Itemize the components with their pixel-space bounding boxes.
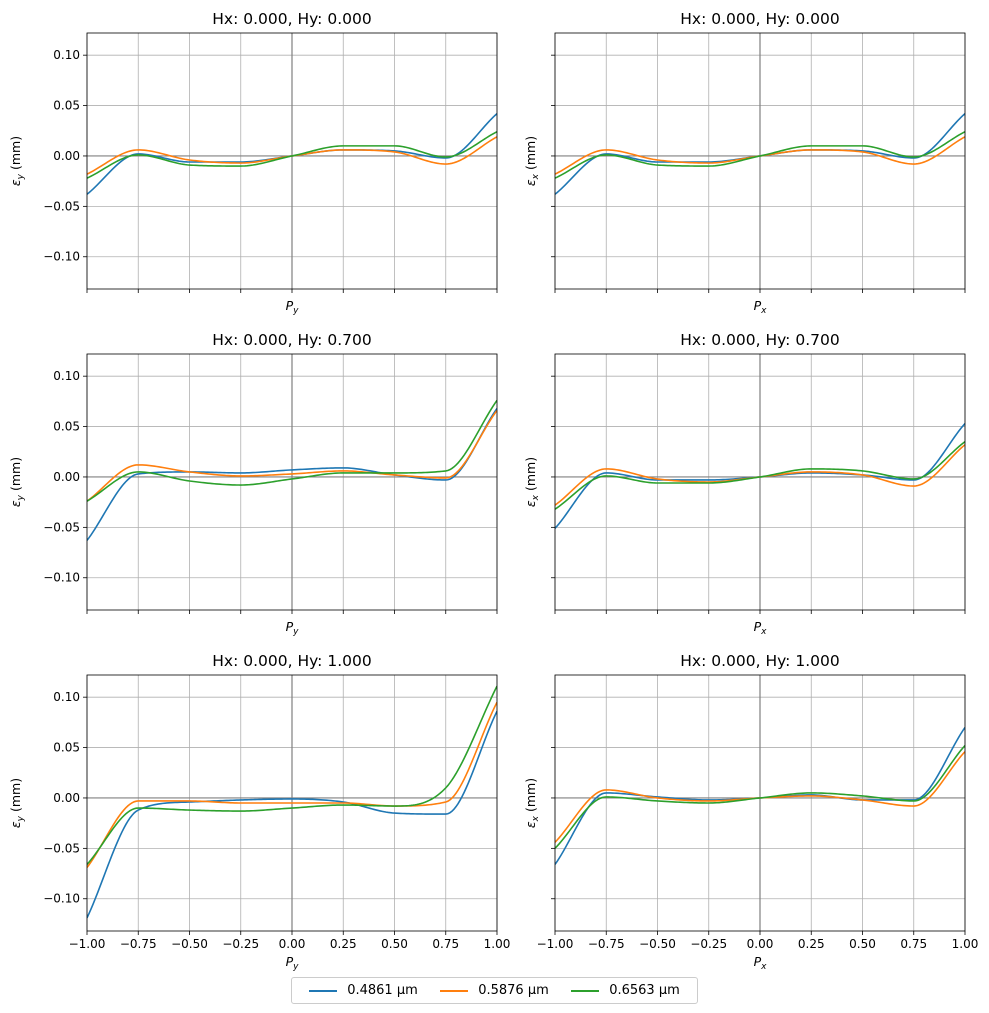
x-tick-label: −0.25 <box>222 937 259 951</box>
series-group <box>87 113 497 195</box>
legend-swatch-0 <box>309 989 338 992</box>
series-line-2 <box>555 441 965 510</box>
subplot-5: −1.00 −0.75 −0.50 −0.25 0.00 0.25 0.50 0.75 1.00… <box>523 652 978 972</box>
subplot-2: −0.10 −0.05 0.00 0.05 0.10 Hx: 0.000, Hy: 0.7… <box>8 331 498 637</box>
y-tick-label: 0.05 <box>53 741 80 755</box>
series-group <box>555 726 965 865</box>
series-line-2 <box>87 131 497 179</box>
y-tick-label: −0.10 <box>43 571 80 585</box>
x-tick-label: −1.00 <box>537 937 574 951</box>
subplot-title: Hx: 0.000, Hy: 1.000 <box>680 652 839 670</box>
subplot-title: Hx: 0.000, Hy: 0.700 <box>212 331 371 349</box>
legend-item: 0.6563 µm <box>571 983 680 998</box>
x-axis-label: Py <box>286 298 300 316</box>
y-axis-label: εx (mm) <box>523 136 541 186</box>
y-axis-label: εy (mm) <box>8 136 26 186</box>
y-tick-label: 0.05 <box>53 99 80 113</box>
y-tick-label: −0.05 <box>43 520 80 534</box>
series-line-2 <box>555 745 965 849</box>
subplot-title: Hx: 0.000, Hy: 0.700 <box>680 331 839 349</box>
series-line-2 <box>555 131 965 179</box>
subplot-0: −0.10 −0.05 0.00 0.05 0.10 Hx: 0.000, Hy: 0.0… <box>8 10 498 316</box>
x-axis-label: Px <box>754 954 768 972</box>
y-tick-label: −0.05 <box>43 199 80 213</box>
x-tick-label: −1.00 <box>69 937 106 951</box>
series-line-0 <box>87 710 497 919</box>
x-tick-label: −0.25 <box>690 937 727 951</box>
y-tick-label: 0.00 <box>53 791 80 805</box>
legend-item: 0.4861 µm <box>309 983 418 998</box>
x-tick-label: 0.75 <box>900 937 927 951</box>
x-tick-label: 0.25 <box>330 937 357 951</box>
y-tick-label: −0.10 <box>43 250 80 264</box>
legend-swatch-1 <box>440 989 469 992</box>
series-group <box>555 113 965 195</box>
y-axis-label: εx (mm) <box>523 457 541 507</box>
legend-label-2: 0.6563 µm <box>609 983 680 998</box>
x-tick-label: 0.75 <box>432 937 459 951</box>
legend-label-1: 0.5876 µm <box>478 983 549 998</box>
subplot-title: Hx: 0.000, Hy: 0.000 <box>212 10 371 28</box>
x-tick-label: 0.50 <box>381 937 408 951</box>
series-line-0 <box>87 407 497 541</box>
y-tick-label: 0.10 <box>53 690 80 704</box>
series-line-2 <box>87 399 497 502</box>
x-tick-label: 0.25 <box>798 937 825 951</box>
subplot-4: −1.00 −0.75 −0.50 −0.25 0.00 0.25 0.50 0.75 1.00… <box>8 652 510 972</box>
x-tick-label: 0.50 <box>849 937 876 951</box>
y-axis-label: εy (mm) <box>8 778 26 828</box>
legend-item: 0.5876 µm <box>440 983 549 998</box>
x-axis-label: Px <box>754 619 768 637</box>
subplot-title: Hx: 0.000, Hy: 1.000 <box>212 652 371 670</box>
series-line-2 <box>87 685 497 866</box>
series-group <box>87 685 497 919</box>
x-tick-label: 1.00 <box>484 937 511 951</box>
x-tick-label: 0.00 <box>279 937 306 951</box>
series-line-1 <box>87 701 497 868</box>
y-tick-label: 0.05 <box>53 420 80 434</box>
y-axis-label: εy (mm) <box>8 457 26 507</box>
legend-swatch-2 <box>571 989 600 992</box>
x-axis-label: Px <box>754 298 768 316</box>
y-axis-label: εx (mm) <box>523 778 541 828</box>
y-tick-label: 0.00 <box>53 149 80 163</box>
y-tick-label: 0.10 <box>53 48 80 62</box>
legend: 0.4861 µm 0.5876 µm 0.6563 µm <box>291 977 698 1004</box>
series-group <box>87 399 497 541</box>
y-tick-label: −0.05 <box>43 841 80 855</box>
subplot-3: Hx: 0.000, Hy: 0.700 Px εx (mm) <box>523 331 966 637</box>
x-tick-label: −0.50 <box>639 937 676 951</box>
y-tick-label: 0.10 <box>53 369 80 383</box>
legend-label-0: 0.4861 µm <box>347 983 418 998</box>
subplot-1: Hx: 0.000, Hy: 0.000 Px εx (mm) <box>523 10 966 316</box>
y-tick-label: 0.00 <box>53 470 80 484</box>
subplot-title: Hx: 0.000, Hy: 0.000 <box>680 10 839 28</box>
x-axis-label: Py <box>286 954 300 972</box>
series-line-1 <box>87 409 497 502</box>
x-tick-label: −0.75 <box>120 937 157 951</box>
x-tick-label: −0.75 <box>588 937 625 951</box>
series-group <box>555 423 965 529</box>
x-axis-label: Py <box>286 619 300 637</box>
x-tick-label: 1.00 <box>952 937 979 951</box>
x-tick-label: 0.00 <box>747 937 774 951</box>
y-tick-label: −0.10 <box>43 892 80 906</box>
x-tick-label: −0.50 <box>171 937 208 951</box>
